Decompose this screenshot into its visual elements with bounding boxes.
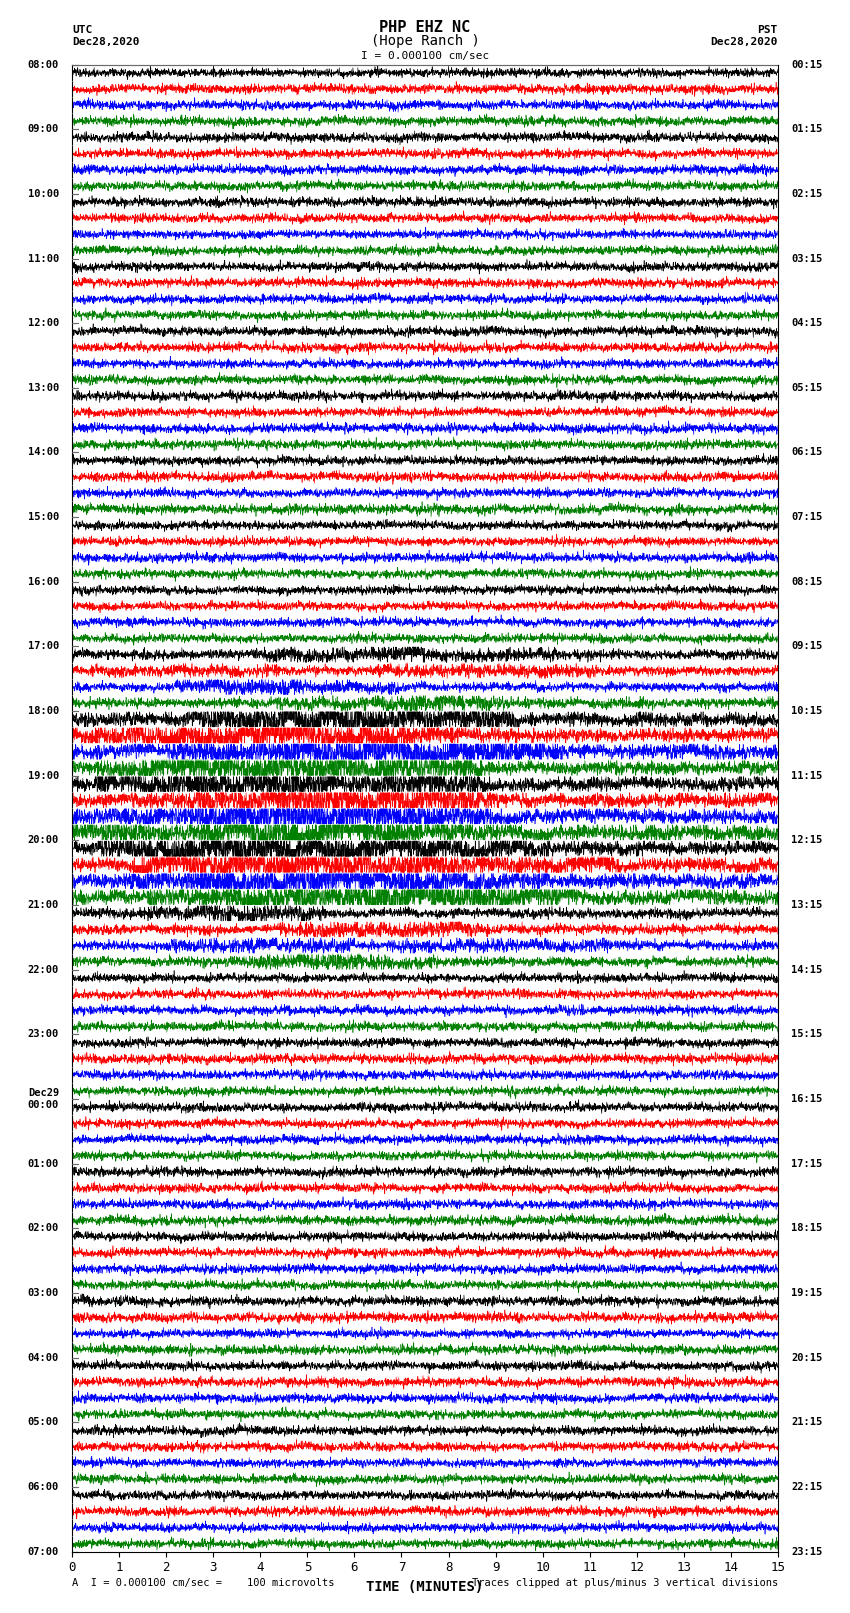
Text: 04:15: 04:15 <box>790 318 822 327</box>
Text: 21:15: 21:15 <box>790 1418 822 1428</box>
Text: 00:15: 00:15 <box>790 60 822 69</box>
Text: 07:15: 07:15 <box>790 513 822 523</box>
Text: PHP EHZ NC: PHP EHZ NC <box>379 21 471 35</box>
Text: 00:00: 00:00 <box>28 1100 60 1110</box>
Text: 15:00: 15:00 <box>28 513 60 523</box>
Text: 17:15: 17:15 <box>790 1158 822 1169</box>
Text: 09:00: 09:00 <box>28 124 60 134</box>
Text: 08:15: 08:15 <box>790 577 822 587</box>
Text: 03:00: 03:00 <box>28 1289 60 1298</box>
Text: PST: PST <box>757 26 778 35</box>
Text: A  I = 0.000100 cm/sec =    100 microvolts: A I = 0.000100 cm/sec = 100 microvolts <box>72 1578 335 1587</box>
Text: 13:15: 13:15 <box>790 900 822 910</box>
Text: UTC: UTC <box>72 26 93 35</box>
X-axis label: TIME (MINUTES): TIME (MINUTES) <box>366 1581 484 1594</box>
Text: 23:00: 23:00 <box>28 1029 60 1039</box>
Text: 19:15: 19:15 <box>790 1289 822 1298</box>
Text: 03:15: 03:15 <box>790 253 822 263</box>
Text: 22:15: 22:15 <box>790 1482 822 1492</box>
Text: 11:15: 11:15 <box>790 771 822 781</box>
Text: Traces clipped at plus/minus 3 vertical divisions: Traces clipped at plus/minus 3 vertical … <box>472 1578 778 1587</box>
Text: 13:00: 13:00 <box>28 382 60 394</box>
Text: 06:00: 06:00 <box>28 1482 60 1492</box>
Text: 02:00: 02:00 <box>28 1223 60 1234</box>
Text: 20:00: 20:00 <box>28 836 60 845</box>
Text: 17:00: 17:00 <box>28 642 60 652</box>
Text: 18:15: 18:15 <box>790 1223 822 1234</box>
Text: 15:15: 15:15 <box>790 1029 822 1039</box>
Text: Dec28,2020: Dec28,2020 <box>72 37 139 47</box>
Text: 14:00: 14:00 <box>28 447 60 458</box>
Text: 01:00: 01:00 <box>28 1158 60 1169</box>
Text: 14:15: 14:15 <box>790 965 822 974</box>
Text: 10:15: 10:15 <box>790 706 822 716</box>
Text: 05:15: 05:15 <box>790 382 822 394</box>
Text: 09:15: 09:15 <box>790 642 822 652</box>
Text: 23:15: 23:15 <box>790 1547 822 1557</box>
Text: I = 0.000100 cm/sec: I = 0.000100 cm/sec <box>361 52 489 61</box>
Text: (Hope Ranch ): (Hope Ranch ) <box>371 34 479 48</box>
Text: 04:00: 04:00 <box>28 1353 60 1363</box>
Text: 22:00: 22:00 <box>28 965 60 974</box>
Text: 02:15: 02:15 <box>790 189 822 198</box>
Text: 07:00: 07:00 <box>28 1547 60 1557</box>
Text: 11:00: 11:00 <box>28 253 60 263</box>
Text: 01:15: 01:15 <box>790 124 822 134</box>
Text: 10:00: 10:00 <box>28 189 60 198</box>
Text: Dec28,2020: Dec28,2020 <box>711 37 778 47</box>
Text: 16:15: 16:15 <box>790 1094 822 1103</box>
Text: 21:00: 21:00 <box>28 900 60 910</box>
Text: 05:00: 05:00 <box>28 1418 60 1428</box>
Text: 06:15: 06:15 <box>790 447 822 458</box>
Text: 18:00: 18:00 <box>28 706 60 716</box>
Text: Dec29: Dec29 <box>28 1089 60 1098</box>
Text: 16:00: 16:00 <box>28 577 60 587</box>
Text: 20:15: 20:15 <box>790 1353 822 1363</box>
Text: 19:00: 19:00 <box>28 771 60 781</box>
Text: 12:00: 12:00 <box>28 318 60 327</box>
Text: 08:00: 08:00 <box>28 60 60 69</box>
Text: 12:15: 12:15 <box>790 836 822 845</box>
